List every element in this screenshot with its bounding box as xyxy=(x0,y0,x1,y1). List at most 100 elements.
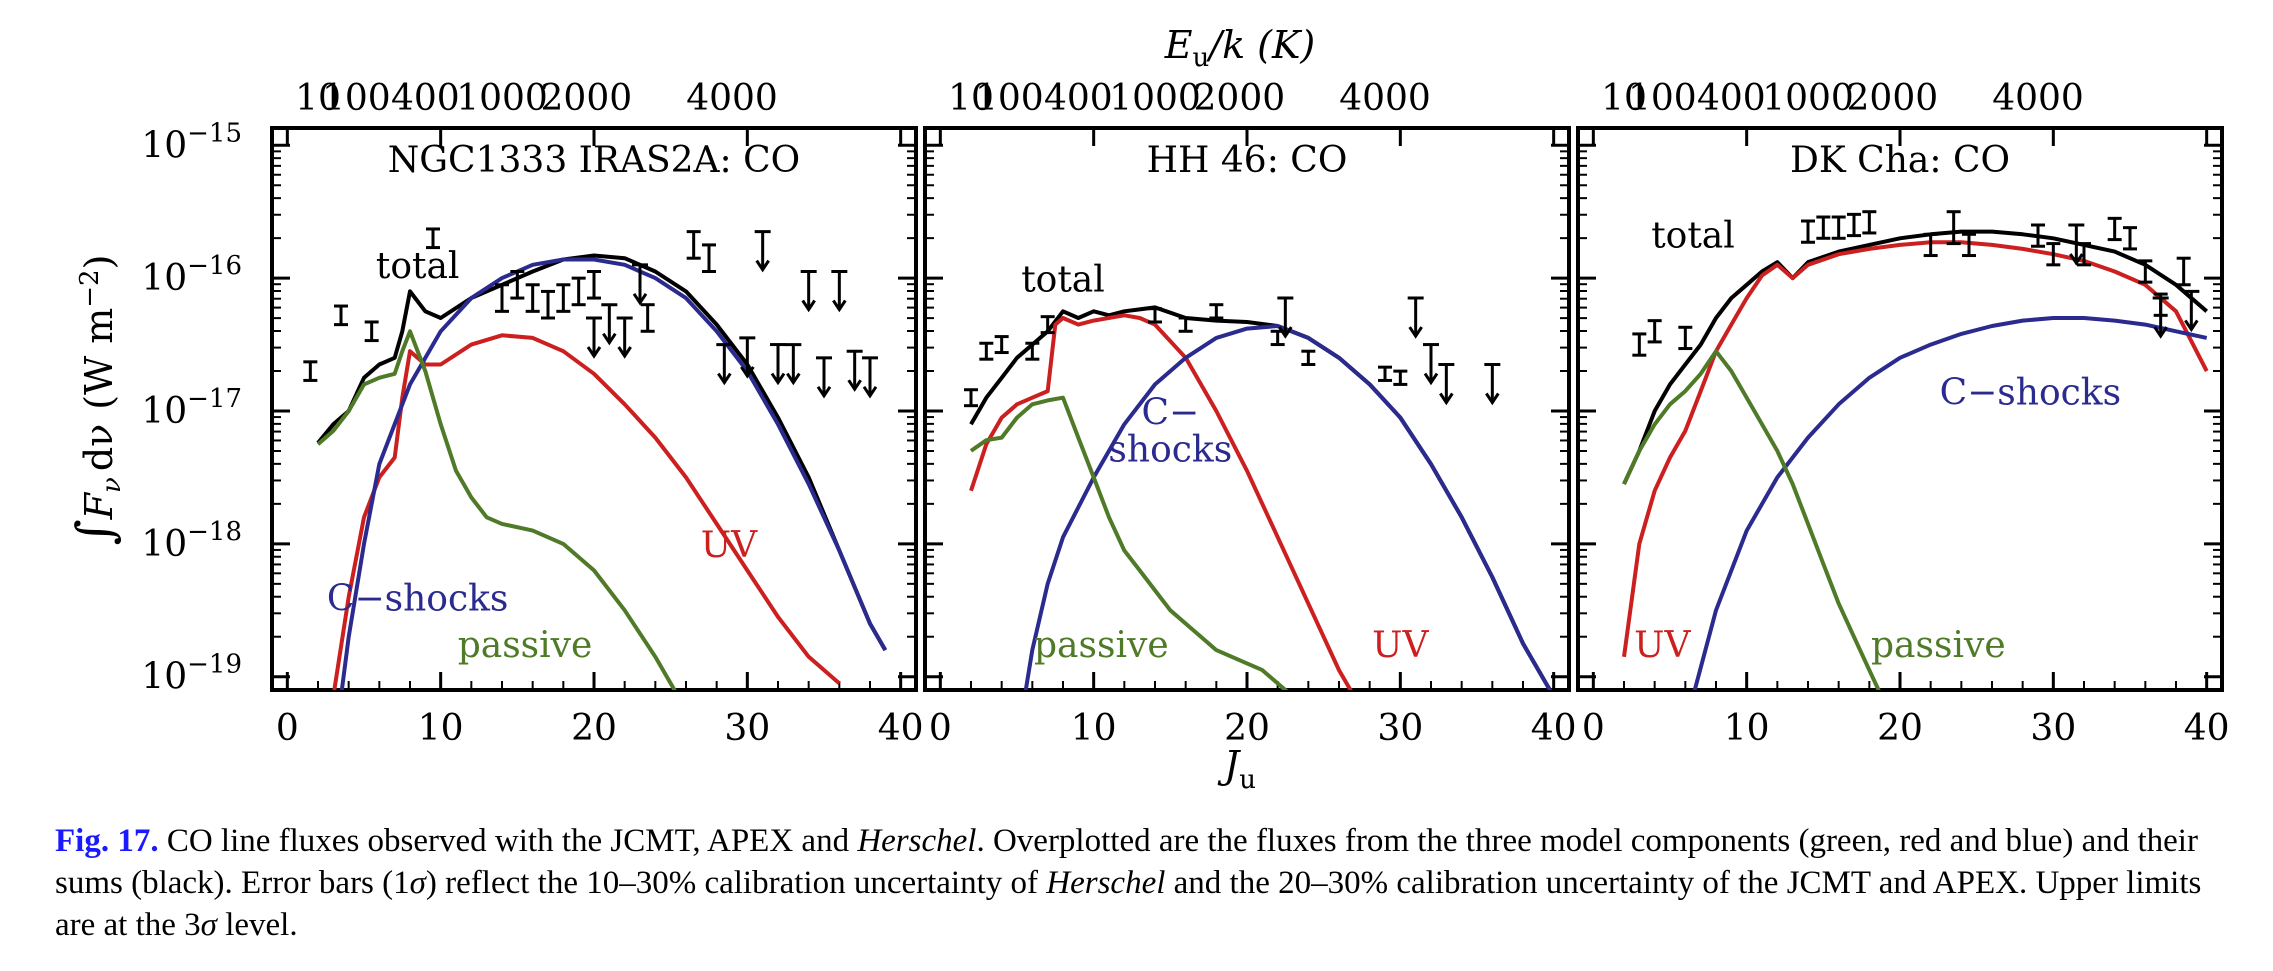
y-axis-nu-sub: ν xyxy=(97,477,127,493)
error-bar xyxy=(556,283,571,313)
error-bar xyxy=(686,230,701,260)
upper-limit xyxy=(2068,223,2085,266)
upper-limit-arrow xyxy=(755,259,770,273)
svg-text:Ju: Ju xyxy=(1217,743,1256,795)
error-bar xyxy=(525,283,540,313)
curve-label: passive xyxy=(1034,625,1169,666)
y-tick-base: 10 xyxy=(141,657,187,698)
upper-limit-arrow xyxy=(770,372,786,386)
error-bar xyxy=(510,269,525,300)
y-axis-units: (W m xyxy=(77,308,121,410)
panel-title: HH 46: CO xyxy=(1147,140,1348,181)
svg-text:∫Fνdν(W m−2): ∫Fν dν (W m−2) xyxy=(66,255,127,546)
upper-limit-arrow xyxy=(586,346,602,359)
error-bar xyxy=(2077,242,2091,267)
plot-frame xyxy=(1576,126,2224,692)
upper-limit xyxy=(2183,289,2200,333)
top-tick-label: 2000 xyxy=(541,78,633,119)
upper-limit-arrow xyxy=(632,293,648,306)
series-line-passive xyxy=(316,329,677,690)
caption-label: Fig. 17. xyxy=(55,823,159,859)
series-line-uv xyxy=(332,333,841,690)
top-tick-label: 400 xyxy=(1044,78,1113,119)
upper-limit-arrow xyxy=(847,379,862,392)
upper-limit-arrow xyxy=(1278,326,1293,339)
x-tick-label: 30 xyxy=(1377,708,1423,749)
upper-limit-arrow xyxy=(602,332,617,346)
upper-limit-arrow xyxy=(1423,372,1439,386)
upper-limit xyxy=(1407,296,1424,339)
error-bar xyxy=(994,335,1009,355)
error-bar xyxy=(2176,256,2191,287)
top-axis-title-rest: /k (K) xyxy=(1205,23,1315,67)
caption-italic-1: Herschel xyxy=(857,823,977,859)
error-bar xyxy=(1040,315,1055,335)
y-tick-base: 10 xyxy=(141,258,187,299)
plot-frame xyxy=(923,126,1571,692)
upper-limit-arrow xyxy=(1485,392,1500,406)
panel-title: NGC1333 IRAS2A: CO xyxy=(388,140,800,181)
upper-limit xyxy=(831,269,848,313)
curve-label: shocks xyxy=(1108,429,1232,470)
y-tick-exp: −18 xyxy=(187,517,242,547)
error-bar xyxy=(1678,325,1693,351)
series-line-passive xyxy=(1622,349,1881,690)
top-axis-title: Eu/k (K) xyxy=(1164,23,1315,73)
y-axis-units-exp: −2 xyxy=(75,269,105,307)
y-tick-label: 10−15 xyxy=(141,118,242,166)
error-bar xyxy=(2031,223,2045,248)
top-tick-label: 10 xyxy=(295,78,341,119)
top-tick-label: 1000 xyxy=(1109,78,1201,119)
top-tick-label: 100 xyxy=(1628,78,1697,119)
x-tick-label: 40 xyxy=(878,708,924,749)
curve-label: UV xyxy=(1634,625,1691,666)
error-bar xyxy=(1923,232,1938,258)
upper-limit-arrow xyxy=(816,386,832,399)
x-tick-label: 0 xyxy=(1582,708,1605,749)
upper-limit-arrow xyxy=(786,372,801,386)
upper-limit-arrow xyxy=(862,386,878,399)
error-bar xyxy=(702,243,716,273)
error-bar xyxy=(1209,303,1224,320)
series-line-c-shocks xyxy=(1023,324,1553,690)
upper-limit-arrow xyxy=(617,346,632,359)
series-line-passive xyxy=(969,395,1289,690)
top-tick-label: 1000 xyxy=(1762,78,1854,119)
figure-caption: Fig. 17. CO line fluxes observed with th… xyxy=(55,820,2235,946)
upper-limit-arrow xyxy=(801,299,816,313)
caption-italic-2: Herschel xyxy=(1046,865,1166,901)
y-tick-base: 10 xyxy=(141,125,187,166)
upper-limit xyxy=(601,303,618,346)
svg-text:Eu/k (K): Eu/k (K) xyxy=(1164,23,1315,73)
error-bar xyxy=(571,276,586,307)
error-bar xyxy=(1393,369,1408,386)
upper-limit xyxy=(862,356,878,399)
top-tick-label: 4000 xyxy=(686,78,778,119)
bottom-axis-title: Ju xyxy=(1217,743,1256,795)
upper-limit xyxy=(754,230,771,273)
error-bar xyxy=(334,304,348,327)
upper-limit xyxy=(586,316,602,359)
caption-text-4: and the 20–30% calibration uncertainty o… xyxy=(55,865,2202,943)
x-tick-label: 20 xyxy=(1224,708,1270,749)
error-bar xyxy=(1946,210,1961,246)
upper-limit xyxy=(1277,296,1294,339)
y-tick-label: 10−19 xyxy=(141,650,242,698)
error-bar xyxy=(587,269,601,300)
curve-label: C−shocks xyxy=(327,578,509,619)
x-tick-label: 10 xyxy=(1724,708,1770,749)
error-bar xyxy=(1831,215,1846,240)
curve-label: passive xyxy=(458,625,593,666)
error-bar xyxy=(1301,349,1316,366)
upper-limit xyxy=(739,336,756,379)
series-line-uv xyxy=(969,313,1353,690)
upper-limit xyxy=(716,343,733,386)
upper-limit xyxy=(2152,296,2169,339)
y-tick-label: 10−17 xyxy=(141,384,242,432)
x-tick-label: 20 xyxy=(571,708,617,749)
upper-limit-arrow xyxy=(2184,319,2199,333)
top-tick-label: 10 xyxy=(1601,78,1647,119)
series-line-c-shocks xyxy=(339,257,888,690)
